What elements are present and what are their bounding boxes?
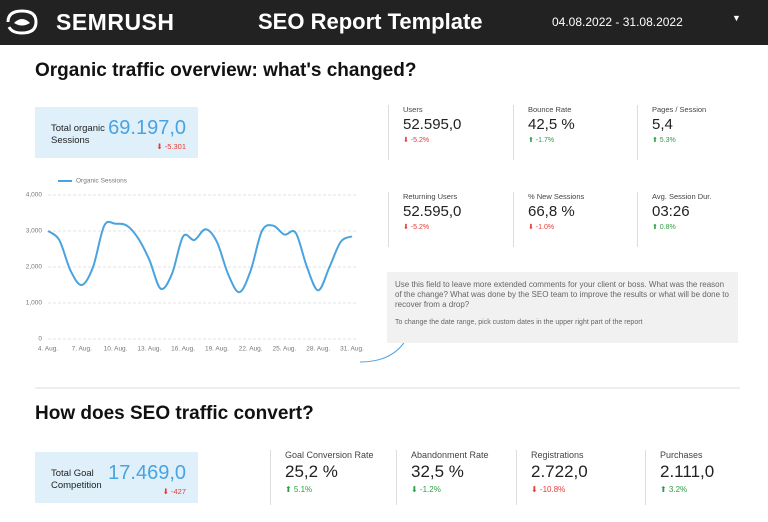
summary-delta: ⬇ -427 — [162, 487, 186, 496]
metric: Registrations 2.722,0 ⬇ -10.8% — [516, 450, 631, 505]
metric-label: Bounce Rate — [528, 105, 572, 114]
x-tick-label: 7. Aug. — [72, 346, 92, 353]
date-range[interactable]: 04.08.2022 - 31.08.2022 — [552, 15, 683, 29]
metric-label: Avg. Session Dur. — [652, 192, 712, 201]
metric: Users 52.595,0 ⬇ -5.2% — [388, 105, 503, 160]
metric-value: 66,8 % — [528, 203, 575, 220]
x-tick-label: 16. Aug. — [171, 346, 195, 353]
x-tick-label: 19. Aug. — [205, 346, 229, 353]
metric-delta: ⬆ 5.1% — [285, 485, 313, 494]
logo-text: SEMRUSH — [56, 9, 175, 35]
summary-delta: ⬇ -5.301 — [156, 142, 186, 151]
metric-delta: ⬆ 3.2% — [660, 485, 688, 494]
y-tick-label: 0 — [38, 336, 42, 343]
metric: Bounce Rate 42,5 % ⬆ -1.7% — [513, 105, 628, 160]
metric-label: Goal Conversion Rate — [285, 450, 374, 460]
x-tick-label: 28. Aug. — [306, 346, 330, 353]
metric: Goal Conversion Rate 25,2 % ⬆ 5.1% — [270, 450, 385, 505]
metric-value: 25,2 % — [285, 462, 338, 481]
metric: Returning Users 52.595,0 ⬇ -5.2% — [388, 192, 503, 247]
metric: Pages / Session 5,4 ⬆ 5.3% — [637, 105, 752, 160]
metric-value: 52.595,0 — [403, 203, 462, 220]
metric: % New Sessions 66,8 % ⬇ -1.0% — [513, 192, 628, 247]
metric-delta: ⬆ 5.3% — [652, 137, 676, 144]
summary-value: 69.197,0 — [108, 117, 186, 139]
metric-label: Pages / Session — [652, 105, 707, 114]
summary-card: Total Goal Competition 17.469,0 ⬇ -427 — [35, 452, 198, 503]
y-tick-label: 4,000 — [26, 192, 43, 199]
summary-label: Total organic Sessions — [51, 123, 105, 146]
report-title: SEO Report Template — [258, 9, 483, 34]
summary-card: Total organic Sessions 69.197,0 ⬇ -5.301 — [35, 107, 198, 158]
metric-label: Registrations — [531, 450, 584, 460]
metric-label: Users — [403, 105, 423, 114]
metric-label: % New Sessions — [528, 192, 585, 201]
x-tick-label: 22. Aug. — [239, 346, 263, 353]
metric-value: 5,4 — [652, 116, 673, 133]
metric: Avg. Session Dur. 03:26 ⬆ 0.8% — [637, 192, 752, 247]
y-tick-label: 3,000 — [26, 228, 43, 235]
metric-delta: ⬆ 0.8% — [652, 224, 676, 231]
section-title: Organic traffic overview: what's changed… — [35, 60, 417, 81]
metric-delta: ⬇ -1.0% — [528, 224, 555, 231]
metric-delta: ⬇ -10.8% — [531, 485, 566, 494]
logo-icon — [6, 9, 38, 35]
metric-value: 2.111,0 — [660, 462, 715, 481]
x-tick-label: 31. Aug. — [340, 346, 364, 353]
summary-label: Total Goal Competition — [51, 468, 102, 491]
metric-delta: ⬇ -1.2% — [411, 485, 441, 494]
x-tick-label: 13. Aug. — [137, 346, 161, 353]
y-tick-label: 2,000 — [26, 264, 43, 271]
metric-delta: ⬇ -5.2% — [403, 137, 430, 144]
metric: Purchases 2.111,0 ⬆ 3.2% — [645, 450, 760, 505]
dropdown-caret[interactable]: ▼ — [732, 13, 741, 23]
metric-label: Abandonment Rate — [411, 450, 489, 460]
comment-text: Use this field to leave more extended co… — [395, 280, 729, 309]
comment-note: To change the date range, pick custom da… — [395, 319, 643, 326]
summary-value: 17.469,0 — [108, 462, 186, 484]
metric-value: 42,5 % — [528, 116, 575, 133]
metric-delta: ⬇ -5.2% — [403, 224, 430, 231]
metric-label: Returning Users — [403, 192, 458, 201]
x-tick-label: 10. Aug. — [104, 346, 128, 353]
header: SEMRUSH SEO Report Template 04.08.2022 -… — [0, 0, 768, 45]
x-tick-label: 25. Aug. — [273, 346, 297, 353]
metric-value: 32,5 % — [411, 462, 464, 481]
section-title: How does SEO traffic convert? — [35, 403, 314, 424]
metric-value: 52.595,0 — [403, 116, 462, 133]
series-line — [47, 220, 353, 294]
metric: Abandonment Rate 32,5 % ⬇ -1.2% — [396, 450, 511, 505]
metric-label: Purchases — [660, 450, 703, 460]
metric-value: 03:26 — [652, 203, 690, 220]
x-tick-label: 4. Aug. — [38, 346, 58, 353]
y-tick-label: 1,000 — [26, 300, 43, 307]
legend-label: Organic Sessions — [76, 178, 128, 185]
comment-box: Use this field to leave more extended co… — [387, 272, 738, 343]
metric-value: 2.722,0 — [531, 462, 588, 481]
metric-delta: ⬆ -1.7% — [528, 137, 555, 144]
